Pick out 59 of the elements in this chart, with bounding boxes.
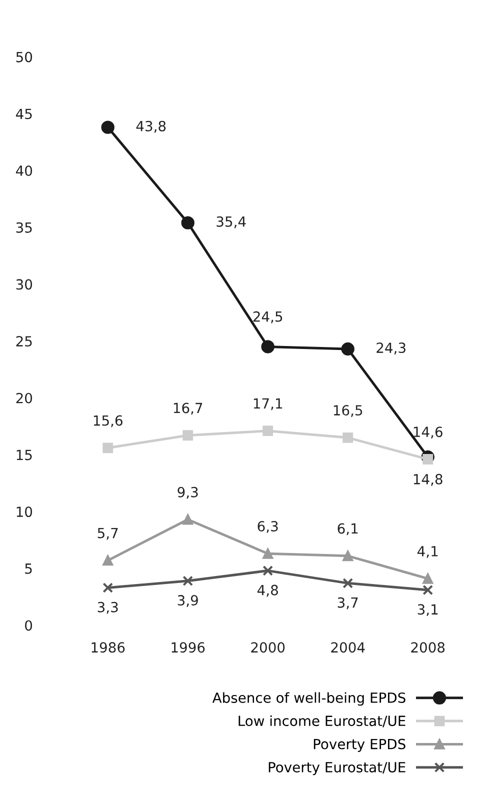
x-tick-label: 1996 [172,642,205,653]
data-label: 15,6 [94,415,122,428]
legend-label: Low income Eurostat/UE [238,715,406,728]
data-label: 5,7 [98,528,118,540]
point [182,514,194,525]
y-tick-label: 45 [16,108,32,120]
data-label: 6,3 [258,520,278,533]
point [182,430,194,441]
data-label: 35,4 [216,216,246,228]
x-tick-label: 2000 [251,642,285,653]
y-tick-label: 40 [16,165,32,176]
data-label: 3,9 [178,595,198,607]
data-label: 3,7 [338,597,358,610]
data-label: 14,8 [414,474,442,486]
point [262,426,274,436]
data-label: 24,3 [376,342,406,354]
legend-label: Poverty EPDS [314,738,406,752]
x-tick-label: 2004 [331,642,365,653]
data-label: 16,5 [334,405,362,417]
y-tick-label: 5 [25,564,32,574]
data-label: 17,1 [254,398,282,410]
data-label: 14,6 [414,426,442,439]
data-label: 24,5 [253,311,282,324]
y-tick-label: 30 [16,279,32,290]
point [182,576,194,586]
y-tick-label: 25 [16,336,32,347]
point [102,555,114,566]
point [422,573,434,584]
x-tick-label: 1986 [92,642,125,653]
x-tick-label: 2008 [411,642,445,653]
point [261,340,274,354]
data-label: 4,8 [257,584,278,597]
point [342,550,354,562]
point [101,120,114,134]
point [422,454,434,464]
point [422,584,434,596]
data-label: 3,3 [98,602,118,614]
point [102,442,114,454]
y-tick-label: 10 [16,506,32,518]
data-label: 6,1 [338,523,358,536]
y-tick-label: 20 [16,392,32,404]
point [341,342,354,356]
y-tick-label: 50 [16,52,32,62]
legend-label: Absence of well-being EPDS [212,692,406,706]
point [262,565,274,576]
data-label: 16,7 [174,402,202,415]
point [181,216,194,230]
y-tick-label: 35 [16,222,32,233]
point [262,548,274,559]
data-label: 3,1 [418,604,438,616]
legend-label: Poverty Eurostat/UE [268,762,406,776]
y-tick-label: 0 [25,620,32,631]
y-tick-label: 15 [16,450,32,460]
data-label: 9,3 [178,486,198,499]
data-label: 4,1 [417,546,438,558]
point [342,432,354,443]
point [102,582,114,593]
point [342,578,354,588]
data-label: 43,8 [136,120,166,133]
